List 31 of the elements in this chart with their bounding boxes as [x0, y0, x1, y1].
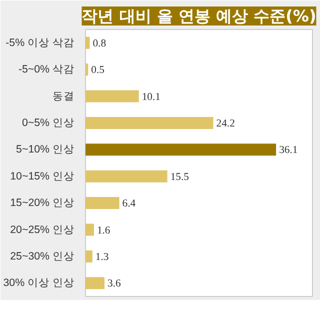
bar [86, 144, 276, 156]
y-tick-label: 0~5% 인상 [22, 116, 75, 129]
bar [86, 250, 92, 262]
y-tick-label: 동결 [52, 90, 74, 102]
bar [86, 90, 139, 102]
data-label: 10.1 [142, 92, 160, 103]
bar [86, 36, 90, 49]
data-label: 0.8 [92, 38, 106, 50]
y-tick-label: 5~10% 인상 [16, 144, 75, 156]
bar [86, 170, 168, 182]
y-tick-label: 30% 이상 인상 [3, 277, 74, 290]
data-label: 15.5 [170, 172, 189, 183]
data-label: 36.1 [279, 145, 298, 156]
chart-title: 작년 대비 올 연봉 예상 수준(%) [82, 6, 316, 26]
bar [86, 197, 120, 210]
data-label: 6.4 [122, 198, 136, 210]
data-label: 1.6 [96, 225, 111, 236]
data-label: 3.6 [108, 278, 122, 290]
y-tick-label: -5% 이상 삭감 [6, 36, 75, 49]
data-label: 24.2 [216, 118, 235, 130]
y-tick-label: 10~15% 인상 [10, 170, 75, 182]
y-tick-label: 25~30% 인상 [10, 250, 75, 262]
bar [86, 224, 94, 236]
bar [86, 116, 214, 129]
y-tick-label: 15~20% 인상 [10, 197, 75, 210]
bar [86, 64, 88, 76]
y-tick-label: -5~0% 삭감 [18, 64, 74, 76]
bar [86, 277, 105, 290]
data-label: 1.3 [95, 252, 109, 263]
data-label: 0.5 [91, 65, 104, 76]
y-tick-label: 20~25% 인상 [10, 224, 75, 236]
